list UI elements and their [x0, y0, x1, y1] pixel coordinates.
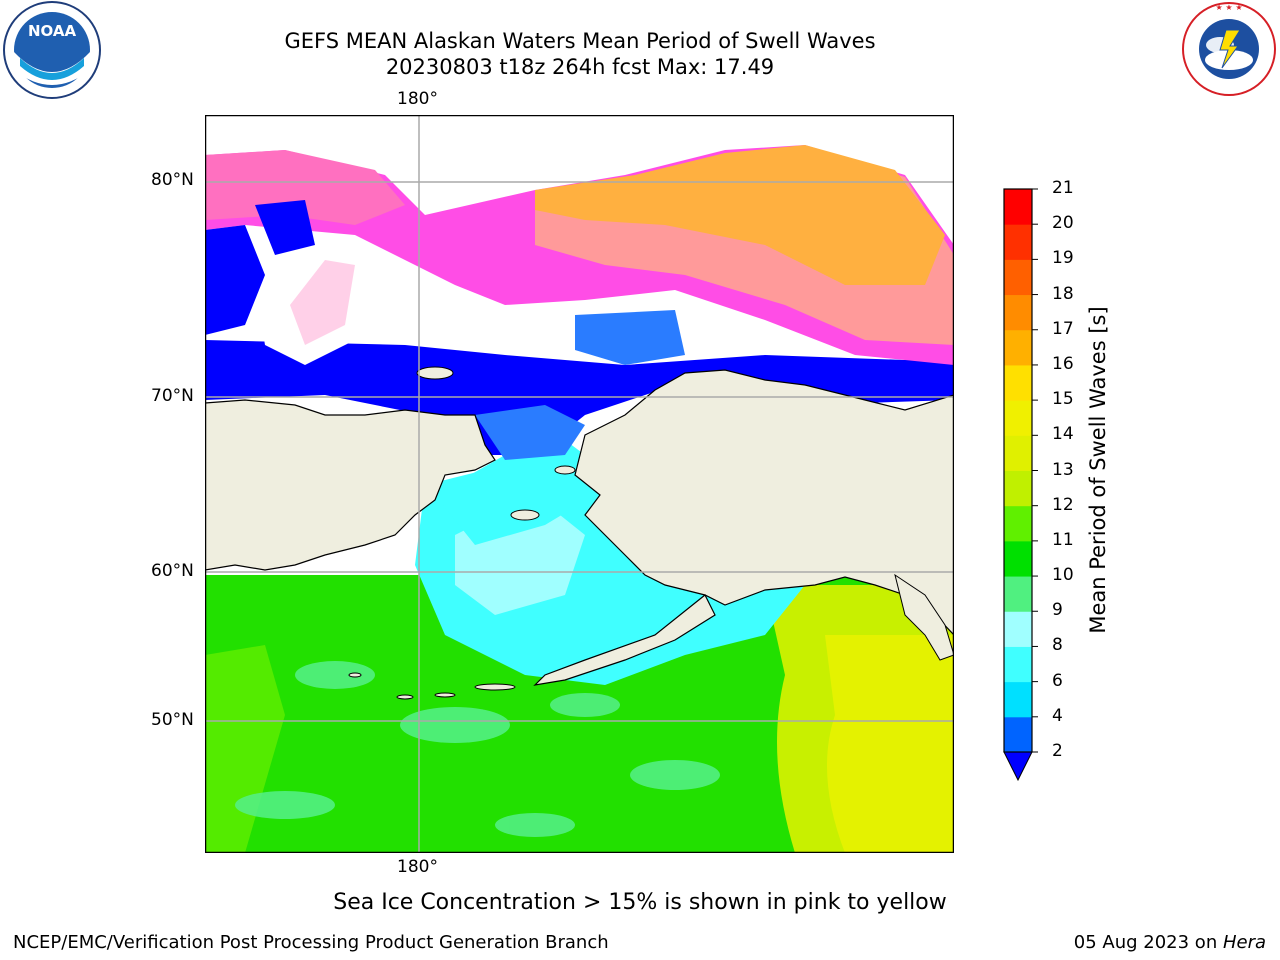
land-siberia — [205, 399, 496, 571]
colorbar-label: Mean Period of Swell Waves [s] — [1086, 306, 1110, 634]
map-panel — [204, 114, 955, 854]
colorbar-tick-label: 12 — [1052, 494, 1074, 515]
colorbar-tick-label: 11 — [1052, 529, 1074, 550]
colorbar-swatch — [1004, 435, 1032, 471]
lat-label-80: 80°N — [151, 170, 194, 190]
colorbar-swatch — [1004, 576, 1032, 612]
colorbar-tick-label: 8 — [1052, 635, 1063, 656]
footer-host: Hera — [1222, 932, 1266, 953]
colorbar-tick-label: 15 — [1052, 389, 1074, 410]
colorbar-extend-arrow — [1003, 751, 1033, 782]
lat-label-50: 50°N — [151, 710, 194, 730]
colorbar-tick-label: 21 — [1052, 178, 1074, 198]
colorbar-swatch — [1004, 189, 1032, 225]
lat-label-60: 60°N — [151, 561, 194, 581]
land-alaska — [574, 369, 954, 636]
colorbar-swatch — [1004, 716, 1032, 753]
colorbar-tick-label: 9 — [1052, 600, 1063, 621]
svg-text:★ ★ ★: ★ ★ ★ — [1215, 3, 1242, 12]
nws-logo: ★ ★ ★ — [1178, 0, 1280, 100]
colorbar-swatch — [1004, 470, 1032, 507]
colorbar-swatch — [1004, 646, 1032, 683]
colorbar-tick-label: 6 — [1052, 670, 1063, 691]
colorbar-swatch — [1004, 681, 1032, 718]
colorbar-swatch — [1004, 329, 1032, 366]
lat-label-70: 70°N — [151, 386, 194, 406]
colorbar-tick-label: 16 — [1052, 353, 1074, 374]
footer-date: 05 Aug 2023 on Hera — [1074, 932, 1266, 953]
colorbar-swatch — [1004, 364, 1032, 401]
colorbar-tick-label: 4 — [1052, 705, 1063, 726]
colorbar-tick-label: 17 — [1052, 318, 1074, 339]
lon-label-bottom: 180° — [397, 857, 438, 877]
colorbar-swatch — [1004, 611, 1032, 647]
colorbar-swatch — [1004, 400, 1032, 436]
footer-date-text: 05 Aug 2023 on — [1073, 932, 1223, 953]
colorbar-tick-label: 18 — [1052, 283, 1074, 304]
chart-title-line-2: 20230803 t18z 264h fcst Max: 17.49 — [385, 55, 775, 79]
colorbar-tick-label: 20 — [1052, 213, 1074, 234]
footer-branch: NCEP/EMC/Verification Post Processing Pr… — [13, 932, 609, 953]
lon-label-top: 180° — [397, 89, 438, 109]
noaa-logo: NOAA — [0, 0, 104, 104]
graticule — [205, 115, 954, 853]
chart-title-line-1: GEFS MEAN Alaskan Waters Mean Period of … — [284, 29, 876, 53]
colorbar-tick-label: 14 — [1052, 424, 1074, 445]
svg-text:NOAA: NOAA — [28, 22, 77, 40]
colorbar-swatch — [1004, 224, 1032, 260]
colorbar — [1000, 185, 1060, 785]
colorbar-swatch — [1004, 505, 1032, 542]
colorbar-swatch — [1004, 294, 1032, 331]
colorbar-tick-label: 19 — [1052, 248, 1074, 269]
colorbar-swatch — [1004, 540, 1032, 577]
colorbar-tick-label: 10 — [1052, 565, 1074, 586]
colorbar-swatch — [1004, 259, 1032, 296]
sea-ice-caption: Sea Ice Concentration > 15% is shown in … — [333, 890, 947, 915]
colorbar-tick-label: 2 — [1052, 741, 1063, 761]
colorbar-tick-label: 13 — [1052, 459, 1074, 480]
